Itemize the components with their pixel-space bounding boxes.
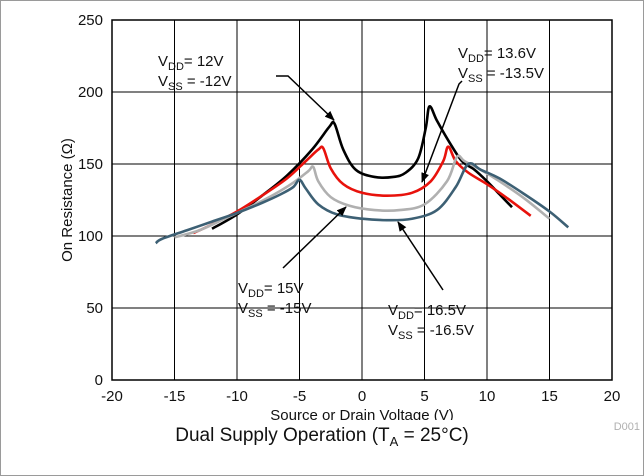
series-line-1 (211, 105, 513, 230)
x-tick-label: -10 (226, 388, 248, 405)
annotation-arrow-1 (276, 75, 335, 121)
annotation-sub-dd: DD (468, 53, 484, 65)
caption-subscript: A (389, 433, 399, 449)
x-tick-label: 0 (358, 388, 366, 405)
annotation-sub-dd: DD (248, 288, 264, 300)
x-tick-label: 20 (604, 388, 621, 405)
annotation-sub-ss: SS (398, 330, 413, 342)
y-tick-label: 0 (95, 372, 103, 389)
figure-code: D001 (613, 421, 640, 433)
x-tick-label: 5 (420, 388, 428, 405)
x-tick-label: -20 (101, 388, 123, 405)
caption-prefix: Dual Supply Operation (T (175, 425, 390, 446)
annotation-vss-1: VSS = -12V (158, 73, 231, 93)
annotation-arrow-2 (421, 80, 463, 183)
annotation-v: V (238, 280, 248, 297)
annotation-sub-dd: DD (168, 61, 184, 73)
annotation-vss-4: VSS = -16.5V (388, 322, 474, 342)
chart-svg: -20 -15 -10 -5 0 5 10 15 20050100150200250Source… (59, 12, 621, 420)
annotation-v: V (388, 322, 398, 339)
annotation-vdd-value: = 12V (184, 53, 224, 70)
x-axis-label: Source or Drain Voltage (V) (270, 407, 453, 420)
figure-caption: Dual Supply Operation (TA = 25°C) (0, 425, 644, 449)
x-tick-label: -5 (293, 388, 306, 405)
annotation-vss-value: = -15V (263, 300, 312, 317)
annotation-vss-value: = -12V (183, 73, 232, 90)
annotation-vdd-3: VDD= 15V (238, 280, 304, 300)
annotation-vdd-value: = 15V (264, 280, 304, 297)
x-tick-label: 10 (479, 388, 496, 405)
annotation-v: V (458, 45, 468, 62)
annotation-v: V (158, 53, 168, 70)
annotation-sub-dd: DD (398, 310, 414, 322)
annotation-vss-3: VSS = -15V (238, 300, 311, 320)
annotation-vss-2: VSS = -13.5V (458, 65, 544, 85)
annotation-sub-ss: SS (468, 73, 483, 85)
x-tick-label: 15 (541, 388, 558, 405)
y-axis-label: On Resistance (Ω) (59, 138, 76, 262)
plot-area (111, 19, 613, 381)
annotation-v: V (158, 73, 168, 90)
annotation-arrow-3 (282, 206, 347, 269)
annotation-vdd-1: VDD= 12V (158, 53, 224, 73)
y-tick-label: 200 (78, 84, 103, 101)
caption-suffix: = 25°C) (398, 425, 469, 446)
x-tick-label: -15 (164, 388, 186, 405)
annotation-arrow-4 (397, 221, 444, 291)
annotation-sub-ss: SS (168, 81, 183, 93)
y-tick-label: 150 (78, 156, 103, 173)
annotation-vss-value: = -13.5V (483, 65, 544, 82)
y-tick-label: 250 (78, 12, 103, 29)
annotation-vdd-value: = 13.6V (484, 45, 536, 62)
annotation-vss-value: = -16.5V (413, 322, 474, 339)
annotation-vdd-4: VDD= 16.5V (388, 302, 466, 322)
annotation-sub-ss: SS (248, 308, 263, 320)
annotation-v: V (458, 65, 468, 82)
annotation-v: V (388, 302, 398, 319)
annotation-vdd-2: VDD= 13.6V (458, 45, 536, 65)
annotation-vdd-value: = 16.5V (414, 302, 466, 319)
y-tick-label: 50 (86, 300, 103, 317)
y-tick-label: 100 (78, 228, 103, 245)
annotation-v: V (238, 300, 248, 317)
